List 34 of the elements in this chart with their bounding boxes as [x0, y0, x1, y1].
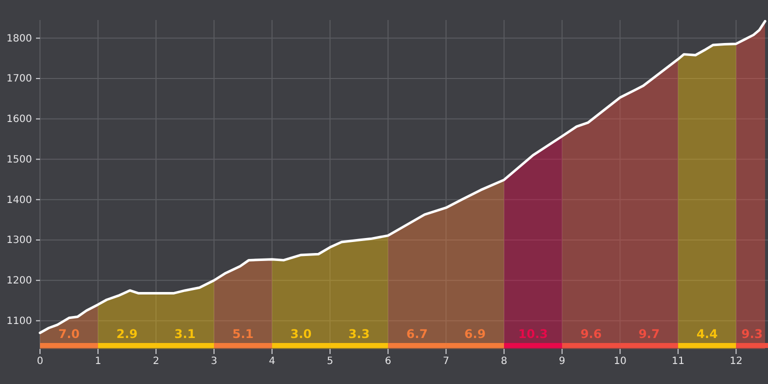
x-tick-label: 11: [672, 356, 684, 368]
band-label: 3.3: [348, 327, 370, 341]
x-tick-label: 7: [442, 356, 450, 368]
x-tick-label: 9: [558, 356, 566, 368]
band-label: 5.1: [232, 327, 254, 341]
band-label: 9.3: [741, 327, 763, 341]
band-label: 2.9: [116, 327, 138, 341]
x-tick-label: 12: [730, 356, 742, 368]
y-tick-label: 1700: [6, 74, 32, 85]
y-tick-label: 1800: [6, 33, 32, 44]
x-tick-label: 3: [210, 356, 218, 368]
y-tick-label: 1600: [6, 114, 32, 126]
x-tick-label: 6: [384, 356, 392, 368]
x-tick-label: 5: [326, 356, 334, 368]
band-label: 9.7: [638, 327, 660, 341]
x-tick-label: 2: [152, 356, 160, 368]
y-tick-label: 1400: [6, 194, 32, 206]
band-label: 7.0: [58, 327, 80, 341]
y-tick-label: 1300: [6, 235, 32, 246]
x-tick-label: 10: [614, 356, 626, 368]
y-tick-label: 1500: [6, 154, 32, 166]
x-tick-label: 0: [36, 356, 44, 368]
x-tick-label: 1: [94, 356, 102, 368]
x-tick-label: 8: [500, 356, 508, 368]
y-tick-label: 1200: [6, 276, 32, 287]
y-tick-label: 1100: [6, 316, 32, 327]
x-tick-label: 4: [268, 356, 276, 368]
band-label: 3.0: [290, 327, 312, 341]
band-label: 6.7: [406, 327, 428, 341]
band-label: 4.4: [696, 327, 718, 341]
band-label: 10.3: [518, 327, 548, 341]
band-label: 9.6: [580, 327, 602, 341]
band-label: 3.1: [174, 327, 196, 341]
band-label: 6.9: [464, 327, 486, 341]
